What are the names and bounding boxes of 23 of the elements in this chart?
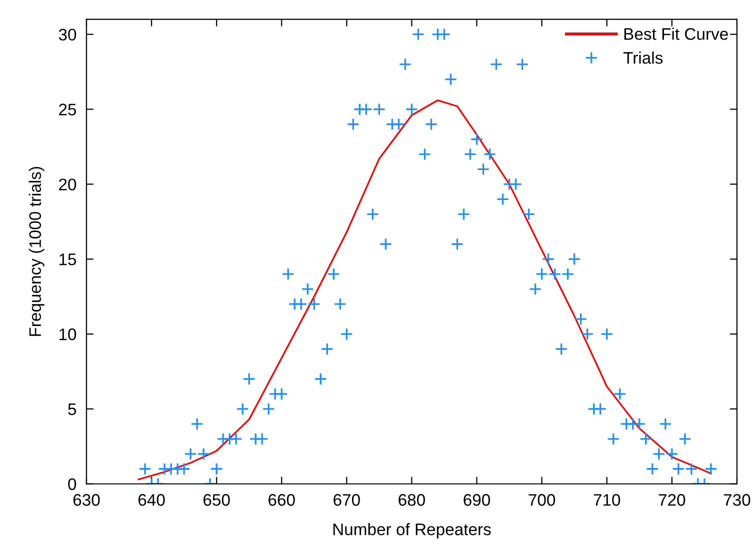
- y-tick-label: 0: [68, 478, 76, 490]
- x-tick-label: 710: [594, 494, 620, 506]
- x-tick-label: 680: [398, 494, 425, 506]
- x-tick-label: 720: [658, 494, 686, 506]
- y-tick-label: 20: [59, 178, 76, 190]
- x-axis-title: Number of Repeaters: [333, 523, 491, 539]
- x-tick-label: 650: [204, 494, 230, 506]
- y-tick-label: 30: [58, 28, 76, 41]
- x-tick-label: 630: [73, 494, 100, 506]
- x-tick-label: 660: [268, 494, 295, 506]
- y-tick-label: 25: [59, 104, 76, 116]
- x-tick-label: 690: [464, 494, 490, 506]
- y-tick-label: 5: [68, 404, 76, 416]
- line-series: [138, 99, 712, 480]
- y-tick-label: 10: [59, 328, 76, 340]
- x-tick-label: 730: [724, 494, 750, 506]
- y-tick-label: 15: [59, 254, 76, 266]
- legend-label: Trials: [623, 52, 663, 64]
- x-tick-label: 640: [138, 494, 165, 506]
- x-tick-label: 670: [334, 494, 360, 506]
- y-axis-title: Frequency (1000 trials): [28, 166, 44, 336]
- legend-label: Best Fit Curve: [624, 28, 728, 40]
- x-tick-label: 700: [528, 494, 556, 506]
